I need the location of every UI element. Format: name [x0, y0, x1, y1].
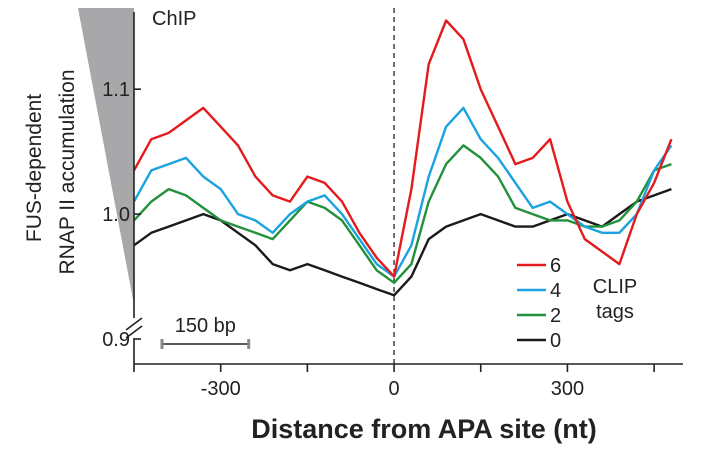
legend-label-4: 4 [550, 280, 561, 302]
y-ticks: 0.9 1.0 1.1 [102, 79, 141, 351]
x-tick-label: 0 [388, 378, 399, 400]
x-axis-label: Distance from APA site (nt) [251, 414, 597, 444]
x-tick-label: -300 [201, 378, 241, 400]
legend-label-0: 0 [550, 330, 561, 352]
x-ticks: -300 0 300 [133, 364, 655, 400]
y-axis-label-line2: RNAP II accumulation [56, 69, 79, 274]
series-line-4 [132, 106, 673, 278]
series-layer [132, 19, 673, 297]
legend-title-line2: tags [596, 301, 634, 323]
panel-label: ChIP [152, 8, 196, 30]
legend: 6 4 2 0 [517, 255, 561, 352]
y-tick-label: 0.9 [102, 329, 130, 351]
legend-label-2: 2 [550, 305, 561, 327]
y-axis-label-line1: FUS-dependent [23, 94, 46, 242]
scale-bar-label: 150 bp [175, 315, 236, 337]
scale-bar: 150 bp [160, 315, 251, 349]
x-tick-label: 300 [551, 378, 584, 400]
y-tick-label: 1.0 [102, 204, 130, 226]
legend-label-6: 6 [550, 255, 561, 277]
y-tick-label: 1.1 [102, 79, 130, 101]
legend-title-line1: CLIP [593, 276, 637, 298]
axis-break-icon [125, 317, 143, 339]
series-line-6 [132, 19, 673, 278]
accumulation-wedge [78, 8, 134, 305]
